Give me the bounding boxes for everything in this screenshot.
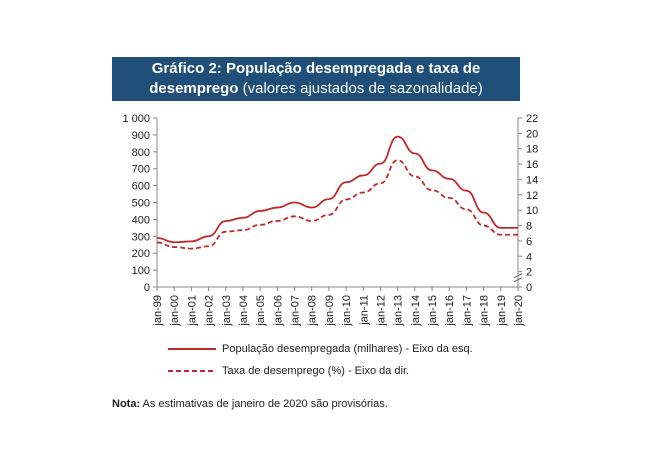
x-tick-label: jan-08: [307, 295, 319, 327]
x-tick-label: jan-20: [513, 295, 525, 327]
legend-label-rate: Taxa de desemprego (%) - Eixo da dir.: [222, 365, 410, 377]
x-tick-label: jan-18: [479, 295, 491, 327]
x-tick-label: jan-99: [152, 295, 164, 327]
x-tick-label: jan-12: [375, 295, 387, 327]
x-tick-label: jan-16: [444, 295, 456, 327]
note-text: As estimativas de janeiro de 2020 são pr…: [140, 398, 388, 410]
series-line-population: [156, 135, 518, 244]
legend-swatch-dashed: [168, 370, 216, 372]
right-tick-label: 4: [526, 251, 532, 263]
right-tick-label: 22: [526, 113, 538, 125]
right-tick-label: 0: [526, 282, 532, 294]
x-tick-label: jan-03: [221, 295, 233, 327]
right-tick-label: 16: [526, 159, 538, 171]
x-tick-label: jan-13: [393, 295, 405, 327]
x-tick-label: jan-14: [410, 295, 422, 327]
left-tick-label: 900: [132, 130, 150, 142]
note-label: Nota:: [112, 398, 141, 410]
x-tick-label: jan-15: [427, 295, 439, 327]
right-tick-label: 12: [526, 190, 538, 202]
x-tick-label: jan-05: [255, 295, 267, 327]
right-tick-label: 14: [526, 174, 538, 186]
left-tick-label: 200: [132, 248, 150, 260]
x-tick-label: jan-06: [272, 295, 284, 327]
right-tick-label: 2: [526, 267, 532, 279]
x-tick-label: jan-02: [204, 295, 216, 327]
right-tick-label: 20: [526, 128, 538, 140]
legend-label-population: População desempregada (milhares) - Eixo…: [222, 343, 473, 355]
left-tick-label: 600: [132, 181, 150, 193]
x-tick-label: jan-04: [238, 295, 250, 327]
note: Nota: As estimativas de janeiro de 2020 …: [112, 398, 388, 410]
left-tick-label: 100: [132, 265, 150, 277]
left-tick-label: 0: [144, 282, 150, 294]
right-tick-label: 8: [526, 221, 532, 233]
left-tick-label: 500: [132, 198, 150, 210]
x-tick-label: jan-07: [290, 295, 302, 327]
x-tick-label: jan-10: [341, 295, 353, 327]
legend-entry-rate: Taxa de desemprego (%) - Eixo da dir.: [168, 362, 473, 380]
left-tick-label: 400: [132, 214, 150, 226]
right-tick-label: 6: [526, 236, 532, 248]
title-line-1: Gráfico 2: População desempregada e taxa…: [151, 60, 481, 77]
right-tick-label: 18: [526, 144, 538, 156]
legend-entry-population: População desempregada (milhares) - Eixo…: [168, 340, 473, 358]
left-tick-label: 700: [132, 164, 150, 176]
left-tick-label: 1 000: [122, 113, 150, 125]
x-tick-label: jan-19: [496, 295, 508, 327]
axis-break-mark: [513, 273, 523, 279]
chart-svg: 0 100 200 300 400 500 600 700 800 900 1 000 0 2 4 6 8 10…: [122, 113, 538, 327]
title-line-2: desemprego (valores ajustados de sazonal…: [149, 80, 483, 97]
x-tick-label: jan-11: [358, 295, 370, 326]
legend-swatch-solid: [168, 348, 216, 350]
left-tick-label: 300: [132, 231, 150, 243]
x-tick-label: jan-01: [186, 295, 198, 327]
left-tick-label: 800: [132, 147, 150, 159]
x-tick-label: jan-00: [169, 295, 181, 327]
right-tick-label: 10: [526, 205, 538, 217]
chart-title: Gráfico 2: População desempregada e taxa…: [112, 57, 520, 101]
x-tick-label: jan-09: [324, 295, 336, 327]
axis-break-mark: [513, 277, 523, 283]
x-tick-label: jan-17: [461, 295, 473, 327]
series-line-rate: [156, 159, 518, 250]
legend: População desempregada (milhares) - Eixo…: [168, 340, 473, 384]
